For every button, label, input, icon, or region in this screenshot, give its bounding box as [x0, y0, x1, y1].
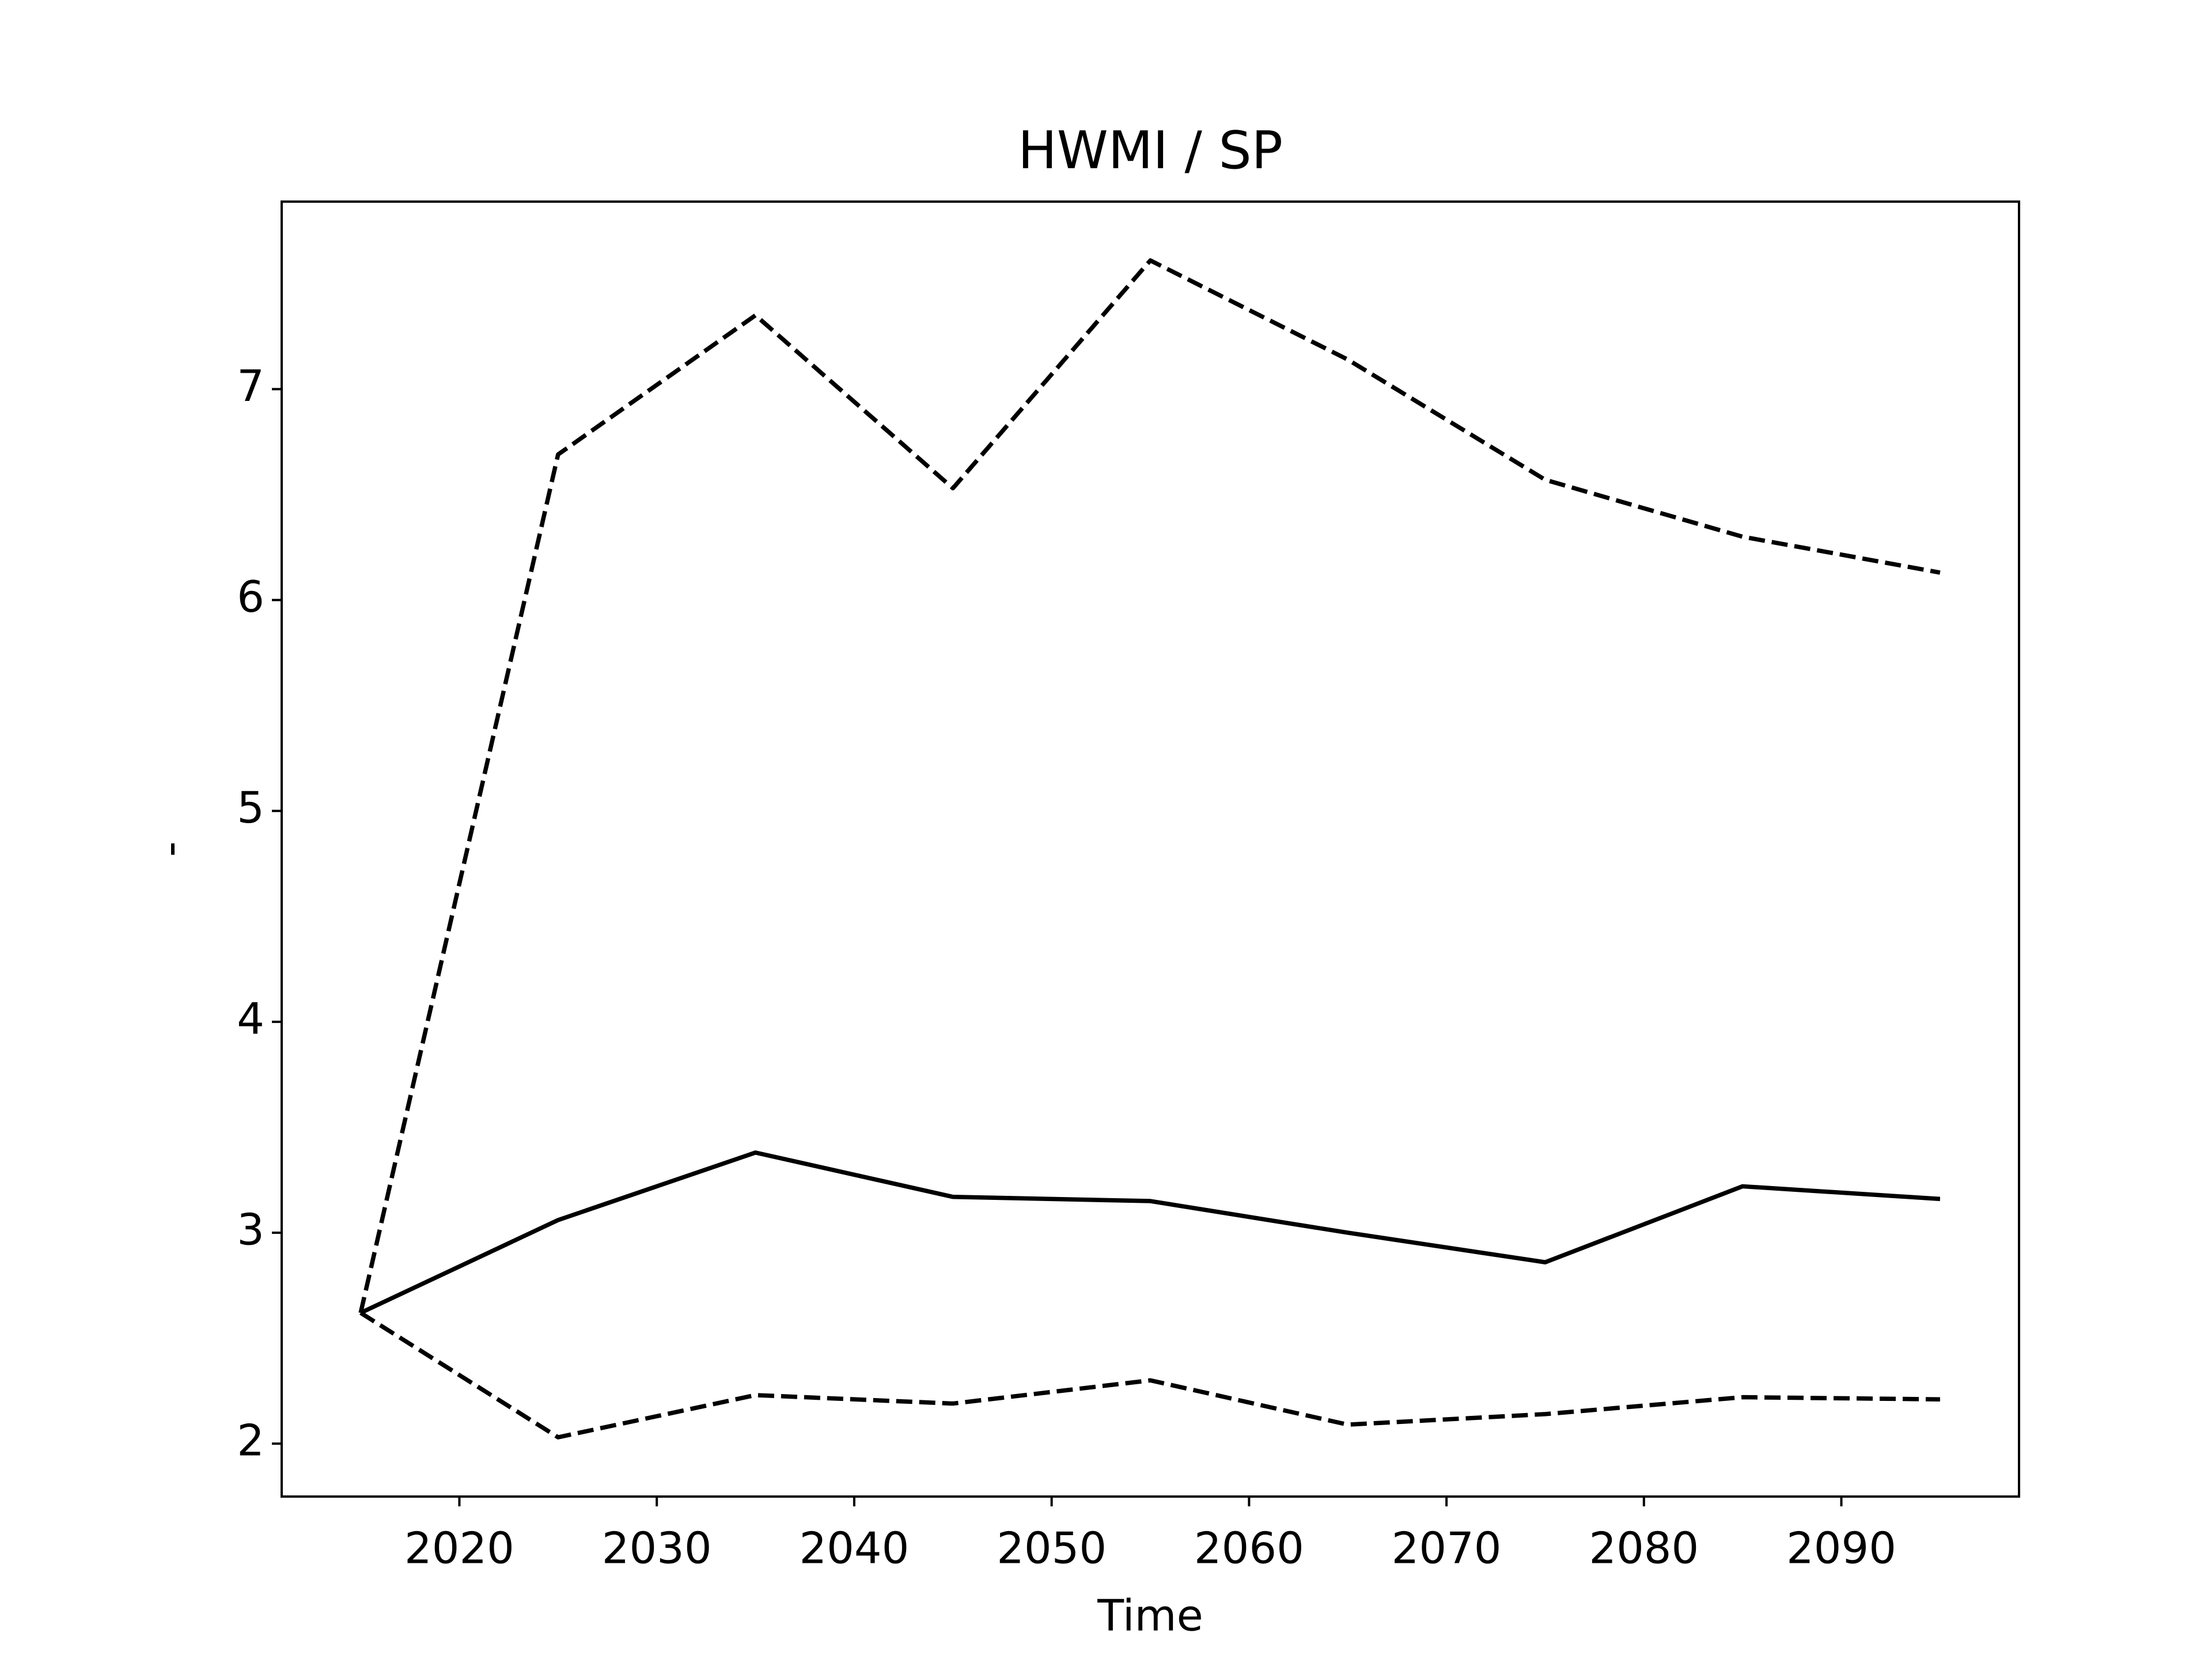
x-axis-label: Time — [1097, 1590, 1203, 1641]
x-tick-label: 2020 — [404, 1523, 514, 1574]
y-tick-label: 5 — [237, 782, 264, 833]
x-tick-label: 2030 — [602, 1523, 712, 1574]
x-tick-label: 2050 — [997, 1523, 1107, 1574]
x-tick-label: 2080 — [1589, 1523, 1699, 1574]
line-series — [358, 258, 1941, 1313]
x-tick-label: 2090 — [1786, 1523, 1896, 1574]
x-tick-label: 2040 — [799, 1523, 909, 1574]
y-tick-label: 6 — [237, 571, 264, 622]
line-series — [359, 1150, 1941, 1315]
y-tick-label: 2 — [237, 1415, 264, 1466]
y-tick-label: 7 — [237, 361, 264, 411]
y-tick-label: 4 — [237, 993, 264, 1044]
chart-title: HWMI / SP — [1018, 120, 1283, 181]
x-tick-label: 2060 — [1194, 1523, 1304, 1574]
plot-frame — [281, 200, 2020, 1498]
y-axis-label: - — [145, 841, 195, 857]
x-tick-label: 2070 — [1392, 1523, 1502, 1574]
y-tick-label: 3 — [237, 1204, 264, 1255]
line-series — [359, 1310, 1940, 1440]
